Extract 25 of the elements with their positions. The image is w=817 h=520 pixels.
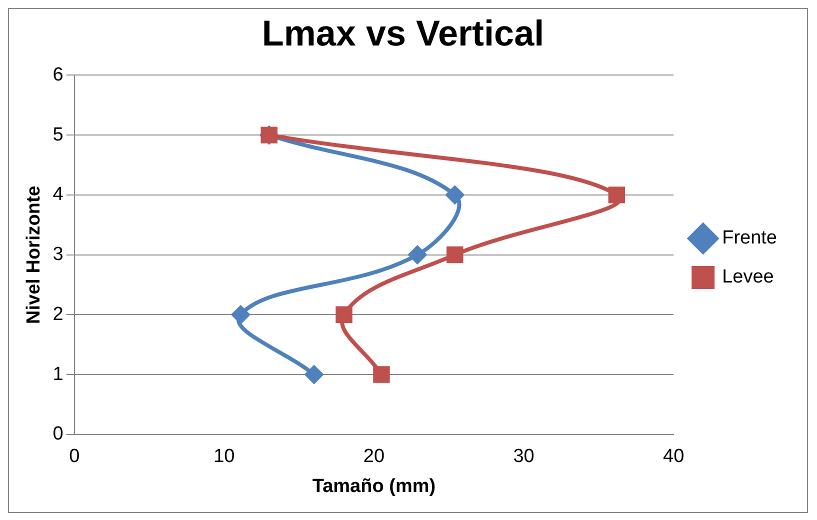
x-tick-label: 10 <box>214 446 235 468</box>
legend-label: Levee <box>722 266 774 288</box>
y-axis-title: Nivel Horizonte <box>24 186 45 324</box>
chart-title: Lmax vs Vertical <box>262 12 544 54</box>
x-tick-label: 30 <box>513 446 534 468</box>
legend-label: Frente <box>722 228 778 249</box>
x-tick-label: 0 <box>69 446 80 468</box>
y-tick-label: 5 <box>52 124 64 146</box>
y-tick-label: 3 <box>52 244 64 266</box>
x-axis-title: Tamaño (mm) <box>312 476 436 497</box>
point <box>232 306 250 324</box>
y-tick-label: 6 <box>52 64 64 86</box>
point <box>608 186 626 204</box>
point <box>446 186 464 204</box>
point <box>373 366 390 383</box>
x-tick-label: 40 <box>663 446 684 468</box>
y-tick-label: 0 <box>52 424 64 445</box>
point <box>336 306 352 324</box>
x-tick-label: 20 <box>363 446 385 468</box>
y-tick-label: 4 <box>52 184 64 206</box>
y-tick-label: 2 <box>52 304 64 325</box>
point <box>305 366 324 384</box>
point <box>446 246 464 264</box>
point <box>408 246 426 264</box>
y-tick-label: 1 <box>52 364 64 385</box>
